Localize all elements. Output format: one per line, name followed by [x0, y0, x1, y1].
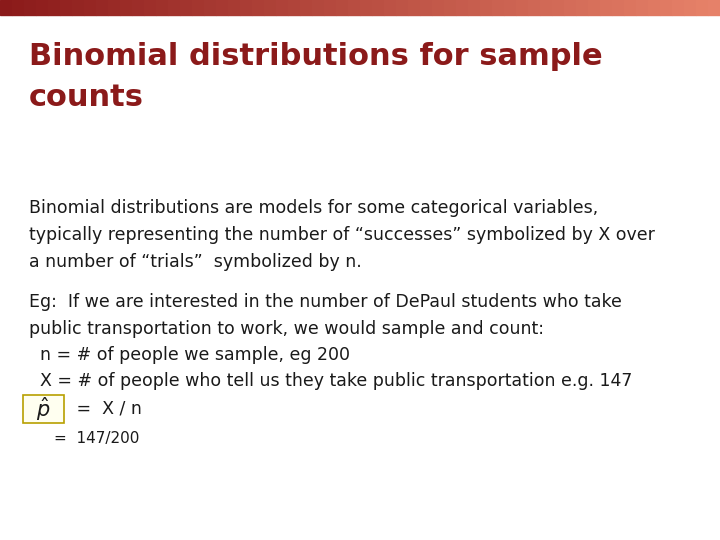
Bar: [612, 0, 624, 15]
Bar: [60, 0, 72, 15]
Bar: [276, 0, 288, 15]
Bar: [504, 0, 516, 15]
Bar: [564, 0, 576, 15]
Bar: [468, 0, 480, 15]
Bar: [240, 0, 252, 15]
Bar: [0, 0, 12, 15]
Bar: [444, 0, 456, 15]
Bar: [324, 0, 336, 15]
Bar: [396, 0, 408, 15]
Text: Binomial distributions for sample: Binomial distributions for sample: [29, 42, 603, 71]
Bar: [72, 0, 84, 15]
Bar: [192, 0, 204, 15]
Bar: [24, 0, 36, 15]
Text: n = # of people we sample, eg 200: n = # of people we sample, eg 200: [29, 346, 350, 364]
Bar: [672, 0, 684, 15]
Bar: [480, 0, 492, 15]
Bar: [312, 0, 324, 15]
Bar: [540, 0, 552, 15]
Bar: [96, 0, 108, 15]
Bar: [660, 0, 672, 15]
Text: counts: counts: [29, 83, 144, 112]
Bar: [216, 0, 228, 15]
Bar: [432, 0, 444, 15]
Bar: [252, 0, 264, 15]
Bar: [384, 0, 396, 15]
FancyBboxPatch shape: [23, 395, 64, 423]
Bar: [300, 0, 312, 15]
Bar: [696, 0, 708, 15]
Text: =  X / n: = X / n: [71, 399, 141, 417]
Bar: [552, 0, 564, 15]
Bar: [420, 0, 432, 15]
Bar: [156, 0, 168, 15]
Text: Binomial distributions are models for some categorical variables,: Binomial distributions are models for so…: [29, 199, 598, 217]
Bar: [600, 0, 612, 15]
Text: =  147/200: = 147/200: [54, 431, 140, 446]
Text: X = # of people who tell us they take public transportation e.g. 147: X = # of people who tell us they take pu…: [29, 372, 632, 390]
Bar: [456, 0, 468, 15]
Bar: [168, 0, 180, 15]
Bar: [528, 0, 540, 15]
Bar: [348, 0, 360, 15]
Bar: [360, 0, 372, 15]
Bar: [264, 0, 276, 15]
Bar: [48, 0, 60, 15]
Bar: [372, 0, 384, 15]
Bar: [288, 0, 300, 15]
Bar: [516, 0, 528, 15]
Text: typically representing the number of “successes” symbolized by X over: typically representing the number of “su…: [29, 226, 654, 244]
Bar: [108, 0, 120, 15]
Text: public transportation to work, we would sample and count:: public transportation to work, we would …: [29, 320, 544, 339]
Bar: [636, 0, 648, 15]
Text: a number of “trials”  symbolized by n.: a number of “trials” symbolized by n.: [29, 253, 361, 271]
Bar: [36, 0, 48, 15]
Bar: [684, 0, 696, 15]
Bar: [408, 0, 420, 15]
Bar: [132, 0, 144, 15]
Bar: [588, 0, 600, 15]
Text: Eg:  If we are interested in the number of DePaul students who take: Eg: If we are interested in the number o…: [29, 293, 621, 312]
Bar: [576, 0, 588, 15]
Bar: [120, 0, 132, 15]
Bar: [180, 0, 192, 15]
Text: $\hat{p}$: $\hat{p}$: [37, 395, 50, 423]
Bar: [624, 0, 636, 15]
Bar: [648, 0, 660, 15]
Bar: [144, 0, 156, 15]
Bar: [204, 0, 216, 15]
Bar: [708, 0, 720, 15]
Bar: [12, 0, 24, 15]
Bar: [336, 0, 348, 15]
Bar: [228, 0, 240, 15]
Bar: [84, 0, 96, 15]
Bar: [492, 0, 504, 15]
